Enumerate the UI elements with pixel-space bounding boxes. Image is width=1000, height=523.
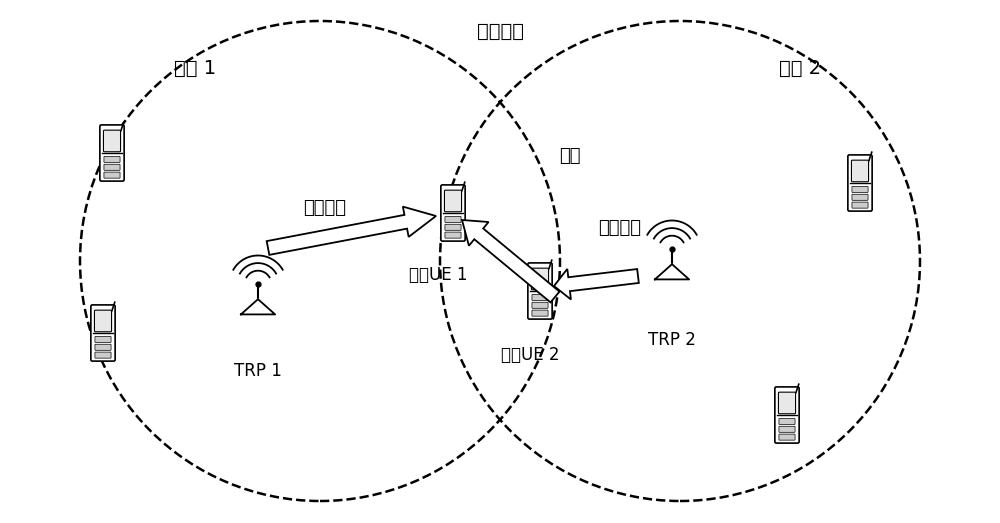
FancyBboxPatch shape [95,336,111,343]
FancyBboxPatch shape [104,172,120,178]
Text: 边缘UE 2: 边缘UE 2 [501,346,559,364]
FancyBboxPatch shape [445,232,461,238]
Text: 下行传输: 下行传输 [304,199,347,217]
FancyBboxPatch shape [779,426,795,433]
FancyBboxPatch shape [95,344,111,350]
FancyBboxPatch shape [852,186,868,192]
Text: 干扫: 干扫 [559,147,581,165]
FancyBboxPatch shape [851,160,869,182]
Text: 小区 2: 小区 2 [779,59,821,77]
FancyBboxPatch shape [104,156,120,163]
Polygon shape [241,299,275,314]
FancyBboxPatch shape [531,268,549,290]
FancyBboxPatch shape [532,302,548,308]
Text: TRP 1: TRP 1 [234,362,282,380]
FancyBboxPatch shape [104,164,120,170]
FancyBboxPatch shape [444,190,462,212]
Text: TRP 2: TRP 2 [648,331,696,349]
FancyBboxPatch shape [532,310,548,316]
FancyArrow shape [554,269,639,300]
FancyBboxPatch shape [779,434,795,440]
FancyBboxPatch shape [445,224,461,230]
FancyBboxPatch shape [100,125,124,181]
FancyBboxPatch shape [94,310,112,332]
Text: 小区 1: 小区 1 [174,59,216,77]
FancyBboxPatch shape [445,217,461,222]
FancyBboxPatch shape [848,155,872,211]
FancyBboxPatch shape [95,352,111,358]
Text: 小区边缘: 小区边缘 [477,21,524,40]
FancyBboxPatch shape [779,418,795,425]
FancyBboxPatch shape [532,294,548,300]
FancyBboxPatch shape [852,202,868,208]
FancyBboxPatch shape [528,263,552,319]
FancyArrow shape [267,207,436,255]
Text: 边缘UE 1: 边缘UE 1 [409,266,467,284]
Polygon shape [655,264,689,279]
FancyBboxPatch shape [775,387,799,443]
FancyBboxPatch shape [91,305,115,361]
FancyArrow shape [462,220,559,302]
FancyBboxPatch shape [778,392,796,414]
FancyBboxPatch shape [852,194,868,200]
FancyBboxPatch shape [103,130,121,152]
Text: 上行传输: 上行传输 [598,219,642,237]
FancyBboxPatch shape [441,185,465,241]
